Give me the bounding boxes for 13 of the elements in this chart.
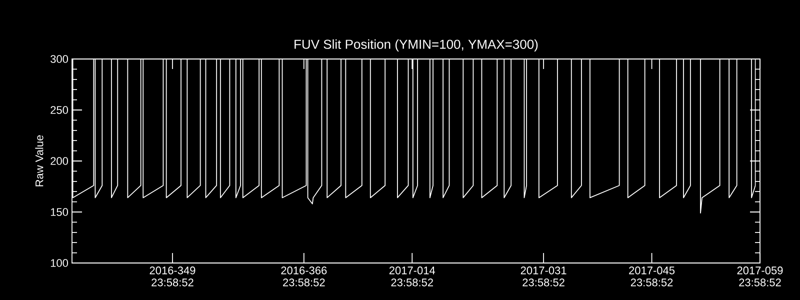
- x-tick-label: 2016-349 23:58:52: [150, 266, 196, 286]
- x-tick-label: 2017-059 23:58:52: [737, 266, 783, 286]
- y-tick-label: 100: [50, 259, 68, 267]
- chart-title: FUV Slit Position (YMIN=100, YMAX=300): [294, 39, 538, 52]
- y-tick-label: 300: [50, 55, 68, 63]
- y-tick-label: 200: [50, 157, 68, 165]
- x-tick-label: 2016-366 23:58:52: [281, 266, 327, 286]
- y-tick-label: 250: [50, 106, 68, 114]
- x-tick-label: 2017-031 23:58:52: [520, 266, 566, 286]
- x-tick-label: 2017-014 23:58:52: [389, 266, 436, 286]
- y-tick-label: 150: [50, 208, 68, 216]
- x-tick-label: 2017-045 23:58:52: [629, 266, 675, 286]
- y-axis-title: Raw Value: [35, 135, 44, 186]
